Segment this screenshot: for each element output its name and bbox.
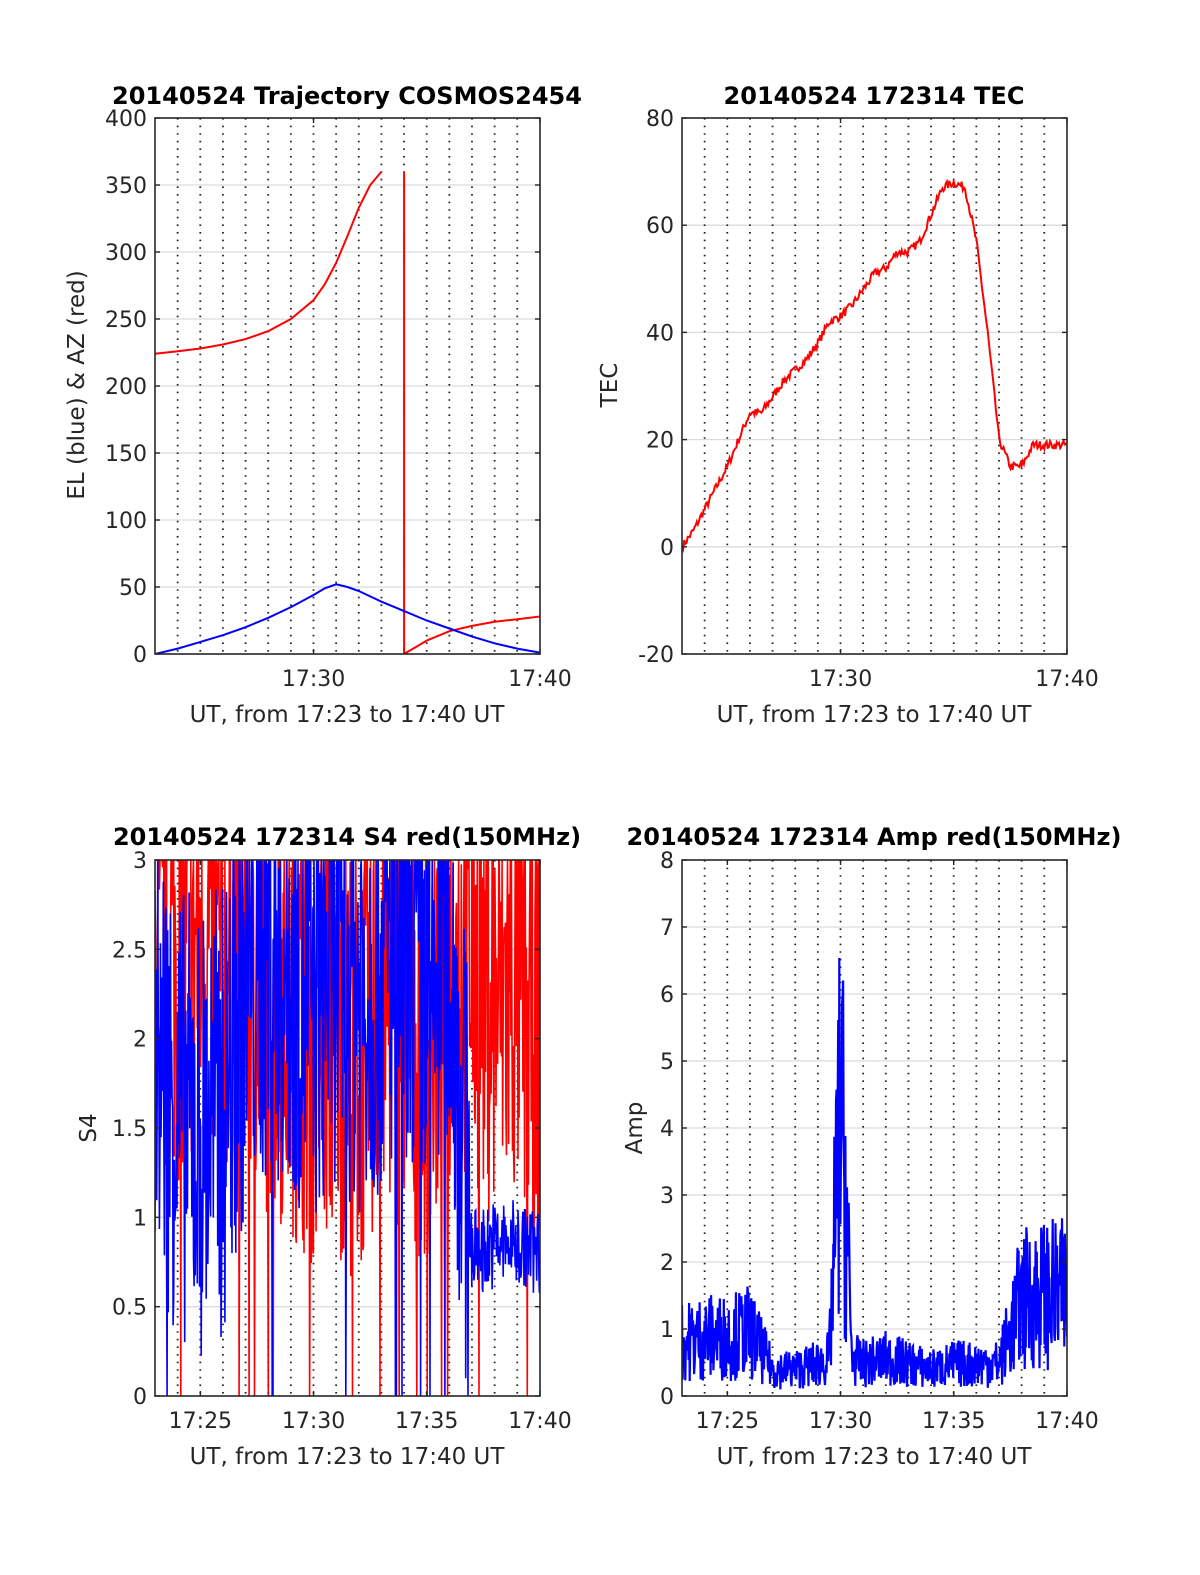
trajectory-x-label: UT, from 17:23 to 17:40 UT: [190, 702, 506, 728]
amp-x-tick-label: 17:35: [922, 1409, 985, 1434]
s4-series-blue: [155, 860, 540, 1396]
s4-y-tick-label: 0: [133, 1385, 147, 1410]
amp-plot-area: 0 1 2 3 4 5 6 7 8 17:25 17:30 17:35 17:40: [660, 849, 1099, 1434]
amp-y-tick-label: 2: [660, 1251, 674, 1276]
trajectory-y-tick-label: 400: [105, 107, 147, 132]
amp-y-tick-label: 6: [660, 983, 674, 1008]
amp-title: 20140524 172314 Amp red(150MHz): [627, 823, 1122, 851]
s4-x-tick-label: 17:35: [395, 1409, 458, 1434]
trajectory-x-tick-label: 17:30: [282, 667, 345, 692]
tec-y-tick-label: 40: [646, 321, 674, 346]
tec-title: 20140524 172314 TEC: [724, 82, 1025, 110]
trajectory-y-tick-label: 250: [105, 308, 147, 333]
s4-plot-area: 0 0.5 1 1.5 2 2.5 3 17:25 17:30 17:35 17:40: [112, 849, 572, 1434]
s4-y-tick-label: 1: [133, 1206, 147, 1231]
tec-x-tick-label: 17:30: [809, 667, 872, 692]
trajectory-series-blue: [155, 583, 540, 654]
panel-s4: 20140524 172314 S4 red(150MHz) UT, from …: [76, 823, 581, 1470]
trajectory-y-tick-label: 200: [105, 375, 147, 400]
trajectory-plot-area: 0 50 100 150 200 250 300 350 400 17:30 17:40: [105, 107, 572, 692]
s4-x-tick-label: 17:30: [282, 1409, 345, 1434]
tec-y-tick-label: 20: [646, 429, 674, 454]
trajectory-y-tick-label: 100: [105, 509, 147, 534]
s4-y-tick-label: 2: [133, 1028, 147, 1053]
amp-y-tick-label: 1: [660, 1318, 674, 1343]
trajectory-y-tick-label: 350: [105, 174, 147, 199]
amp-y-tick-label: 0: [660, 1385, 674, 1410]
s4-y-label: S4: [76, 1113, 102, 1142]
tec-y-tick-label: 80: [646, 107, 674, 132]
trajectory-x-tick-label: 17:40: [508, 667, 571, 692]
amp-x-tick-label: 17:30: [809, 1409, 872, 1434]
panel-tec: 20140524 172314 TEC UT, from 17:23 to 17…: [597, 82, 1032, 728]
amp-y-tick-label: 5: [660, 1050, 674, 1075]
tec-axes-frame: [681, 117, 1068, 655]
amp-y-tick-label: 7: [660, 916, 674, 941]
amp-y-tick-label: 4: [660, 1117, 674, 1142]
trajectory-y-tick-label: 300: [105, 241, 147, 266]
trajectory-title: 20140524 Trajectory COSMOS2454: [112, 82, 582, 110]
trajectory-y-tick-label: 50: [119, 576, 147, 601]
tec-plot-area: -20 0 20 40 60 80 17:30 17:40: [638, 107, 1099, 692]
s4-y-tick-label: 2.5: [112, 938, 147, 963]
s4-x-label: UT, from 17:23 to 17:40 UT: [190, 1444, 506, 1470]
tec-y-tick-label: 60: [646, 214, 674, 239]
trajectory-y-tick-label: 150: [105, 442, 147, 467]
amp-y-label: Amp: [622, 1102, 648, 1155]
tec-x-tick-label: 17:40: [1035, 667, 1098, 692]
s4-y-tick-label: 1.5: [112, 1117, 147, 1142]
trajectory-series-red: [155, 170, 540, 654]
s4-x-tick-label: 17:25: [169, 1409, 232, 1434]
panel-amp: 20140524 172314 Amp red(150MHz) UT, from…: [622, 823, 1121, 1470]
tec-y-tick-label: -20: [638, 643, 674, 668]
amp-y-tick-label: 8: [660, 849, 674, 874]
s4-title: 20140524 172314 S4 red(150MHz): [113, 823, 581, 851]
s4-y-tick-label: 0.5: [112, 1296, 147, 1321]
amp-y-tick-label: 3: [660, 1184, 674, 1209]
s4-y-tick-label: 3: [133, 849, 147, 874]
tec-series-red: [682, 177, 1067, 554]
s4-x-tick-label: 17:40: [508, 1409, 571, 1434]
amp-series-blue: [682, 957, 1067, 1390]
amp-x-tick-label: 17:40: [1035, 1409, 1098, 1434]
tec-y-label: TEC: [597, 363, 623, 409]
tec-y-tick-label: 0: [660, 536, 674, 561]
trajectory-y-label: EL (blue) & AZ (red): [64, 270, 90, 499]
amp-x-label: UT, from 17:23 to 17:40 UT: [717, 1444, 1033, 1470]
trajectory-y-tick-label: 0: [133, 643, 147, 668]
s4-series-red: [155, 860, 540, 1396]
amp-x-tick-label: 17:25: [696, 1409, 759, 1434]
tec-x-label: UT, from 17:23 to 17:40 UT: [717, 702, 1033, 728]
panel-trajectory: 20140524 Trajectory COSMOS2454 UT, from …: [64, 82, 582, 728]
